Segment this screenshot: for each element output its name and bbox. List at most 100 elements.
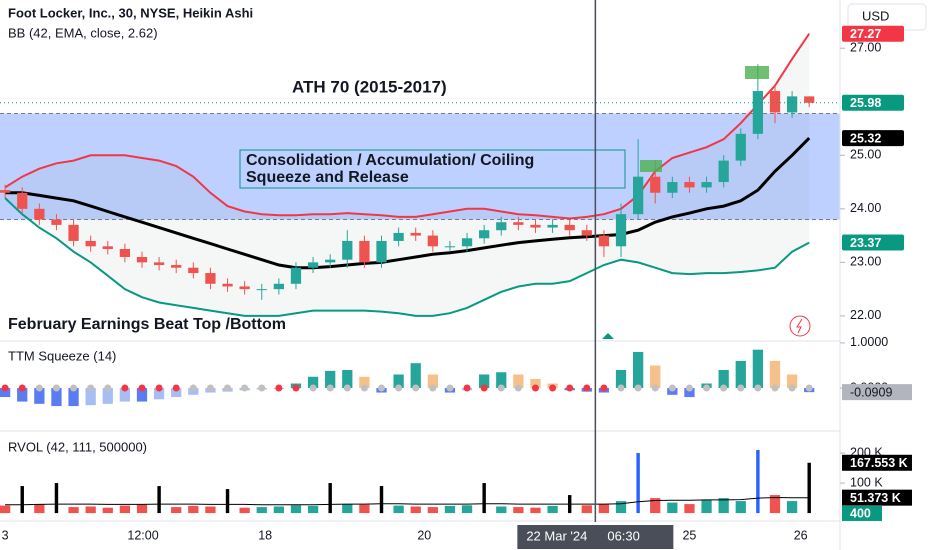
candle-body	[222, 283, 233, 287]
squeeze-dot	[566, 384, 574, 392]
candle-body	[598, 235, 610, 247]
squeeze-dot	[275, 384, 283, 392]
band-line	[4, 33, 811, 220]
squeeze-dot	[18, 384, 26, 392]
squeeze-dot	[805, 384, 813, 392]
squeeze-dot	[531, 384, 539, 392]
value-badge-label: 400	[850, 506, 871, 520]
volume-bar	[650, 498, 661, 514]
momentum-bar	[102, 388, 113, 404]
squeeze-dot	[224, 384, 232, 392]
candle-body	[68, 224, 79, 241]
x-tick-label: 26	[794, 528, 808, 542]
volume-bar	[205, 506, 216, 514]
currency[interactable]: USD	[862, 8, 889, 23]
squeeze-dot	[172, 384, 180, 392]
volume-bar	[54, 483, 59, 514]
volume-bar	[482, 483, 486, 514]
momentum-bar	[359, 376, 370, 389]
momentum-bar	[752, 349, 764, 389]
candle-body	[786, 96, 798, 113]
y-tick-label: 1.0000	[850, 335, 888, 349]
squeeze-dot	[395, 384, 403, 392]
volume-bar	[598, 504, 610, 514]
candle-body	[410, 232, 421, 236]
value-badge-label: 167.553 K	[850, 456, 908, 470]
event-marker	[602, 333, 614, 339]
momentum-bar	[513, 374, 524, 389]
candle-body	[290, 267, 302, 284]
y-tick-label: 24.00	[850, 201, 881, 215]
volume-bar	[85, 506, 96, 514]
volume-bar	[0, 505, 11, 514]
candle-body	[615, 214, 627, 247]
candle-body	[359, 240, 370, 263]
volume-bar	[102, 507, 113, 514]
x-tick-label: 25	[682, 528, 696, 542]
event-icon[interactable]	[789, 315, 811, 337]
candle-body	[256, 289, 267, 291]
candle-body	[530, 224, 541, 228]
volume-bar	[273, 506, 284, 514]
candle-body	[393, 232, 404, 241]
squeeze-dot	[206, 384, 214, 392]
annotation: ATH 70 (2015-2017)	[292, 77, 447, 96]
momentum-bar	[684, 388, 695, 398]
candle-body	[85, 240, 96, 247]
squeeze-dot	[668, 384, 676, 392]
volume-bar	[786, 501, 798, 514]
x-tick-label: 12:00	[127, 528, 158, 542]
squeeze-dot	[412, 384, 420, 392]
volume-bar	[20, 486, 24, 514]
squeeze-dot	[685, 384, 693, 392]
squeeze-dot	[583, 384, 591, 392]
volume-bar	[547, 505, 558, 514]
volume-bar	[581, 505, 592, 514]
value-badge	[842, 130, 904, 147]
squeeze-dot	[121, 384, 129, 392]
y-tick-label: 27.00	[850, 40, 881, 54]
momentum-bar	[410, 363, 421, 389]
volume-bar	[379, 486, 384, 514]
x-tick-label: 3	[2, 528, 9, 542]
squeeze-dot	[104, 384, 112, 392]
candle-body	[804, 96, 815, 103]
momentum-bar	[427, 374, 438, 389]
momentum-bar	[496, 372, 507, 389]
volume-bar	[119, 505, 131, 514]
momentum-bar	[393, 374, 404, 389]
volume-bar	[68, 507, 79, 514]
value-badge	[842, 384, 912, 401]
y-tick-label: 25.00	[850, 148, 881, 162]
value-badge	[842, 505, 882, 521]
flag	[640, 160, 662, 172]
annotation: Squeeze and Release	[246, 169, 409, 186]
squeeze-dot	[514, 384, 522, 392]
momentum-bar	[342, 369, 353, 389]
candle-body	[34, 208, 45, 220]
momentum-bar	[650, 365, 661, 389]
average-line	[5, 496, 810, 506]
candle-body	[581, 230, 592, 236]
volume-bar	[256, 507, 267, 514]
candle-body	[17, 192, 28, 209]
candle-body	[650, 176, 661, 193]
value-badge	[842, 25, 904, 42]
volume-bar	[225, 489, 230, 514]
volume-bar	[393, 505, 404, 514]
volume-bar	[157, 486, 161, 514]
volume-bar	[756, 450, 760, 514]
candle-body	[496, 222, 507, 231]
volume-bar	[444, 505, 456, 514]
squeeze-dot	[651, 384, 659, 392]
candle-body	[153, 262, 165, 266]
candle-body	[667, 182, 678, 193]
candle-body	[325, 259, 336, 263]
value-badge-label: 25.32	[850, 131, 881, 145]
value-badge	[842, 94, 904, 111]
candle-body	[273, 283, 284, 290]
y-tick-label: 22.00	[850, 308, 881, 322]
volume-bar	[328, 483, 332, 514]
candle-body	[444, 246, 456, 248]
